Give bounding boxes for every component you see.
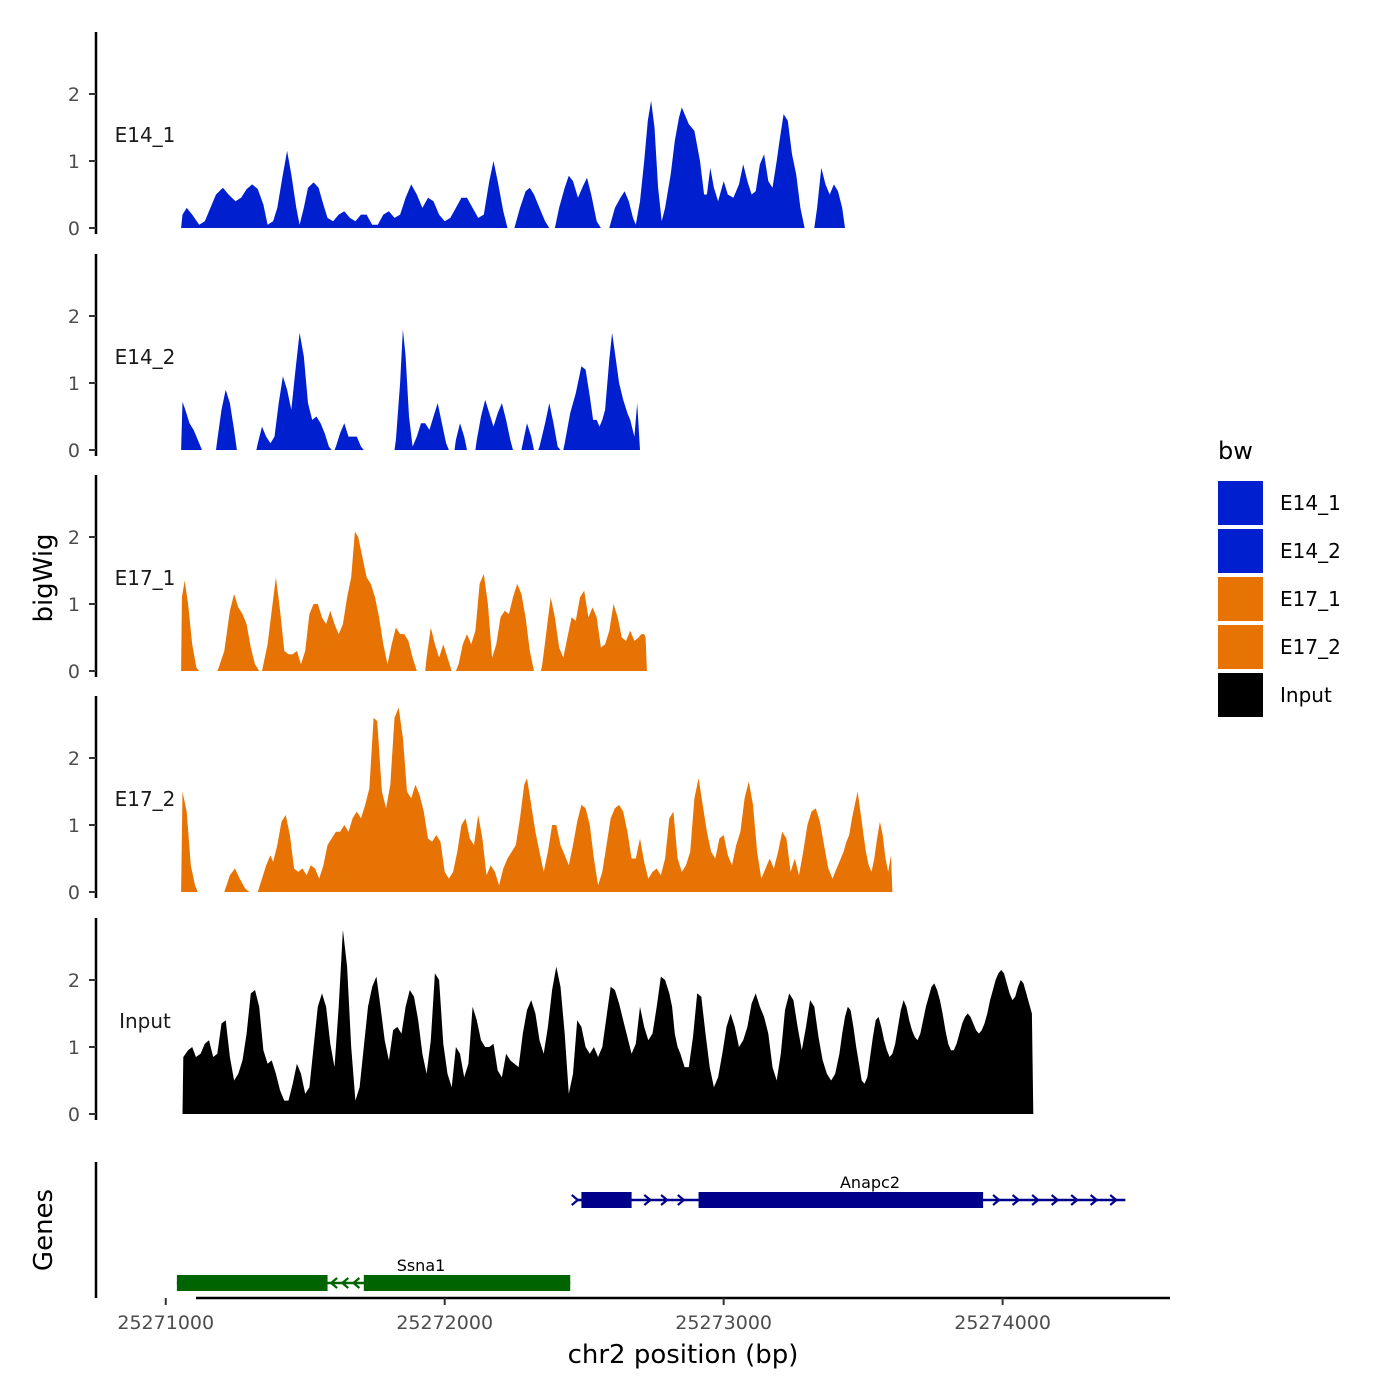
track-label: Input [119, 1009, 171, 1033]
track-E17_2: 0 1 2 E17_2 [68, 696, 893, 904]
bigwig-tracks: 0 1 2 E14_1 0 1 2 E14_2 0 1 2 E17_1 0 1 2 E17_2 0 1 2 Input [68, 32, 1034, 1126]
strand-arrow [1011, 1194, 1021, 1206]
coverage-area-E14_1 [181, 100, 846, 228]
y-tick-label: 1 [68, 815, 80, 837]
track-E14_2: 0 1 2 E14_2 [68, 254, 640, 462]
x-axis: 25271000 25272000 25273000 25274000 [117, 1296, 1170, 1334]
strand-arrow [1070, 1194, 1079, 1206]
legend-title: bw [1218, 437, 1253, 465]
coverage-area-E14_2 [181, 329, 640, 450]
legend-swatch-E14_2 [1218, 529, 1263, 573]
strand-arrow [1089, 1194, 1099, 1206]
gene-label: Anapc2 [840, 1173, 900, 1192]
gene-label: Ssna1 [397, 1256, 446, 1275]
y-tick-label: 2 [68, 527, 80, 549]
y-tick-label: 2 [68, 748, 80, 770]
y-tick-label: 1 [68, 373, 80, 395]
legend-swatch-Input [1218, 673, 1263, 717]
y-tick-label: 2 [68, 84, 80, 106]
y-tick-label: 0 [68, 1104, 80, 1126]
coverage-area-E17_2 [181, 707, 893, 892]
track-label: E14_1 [115, 123, 176, 147]
x-tick-label: 25274000 [954, 1312, 1051, 1334]
y-tick-label: 1 [68, 151, 80, 173]
strand-arrow [1031, 1194, 1040, 1206]
y-tick-label: 0 [68, 882, 80, 904]
x-tick-label: 25272000 [396, 1312, 493, 1334]
strand-arrow [340, 1277, 349, 1289]
strand-arrow [677, 1194, 686, 1206]
strand-arrow [660, 1194, 669, 1206]
legend-label-Input: Input [1280, 683, 1332, 707]
y-tick-label: 1 [68, 594, 80, 616]
track-E17_1: 0 1 2 E17_1 [68, 475, 647, 683]
gene-exon [363, 1275, 571, 1291]
strand-arrow [1050, 1194, 1060, 1206]
y-tick-label: 2 [68, 970, 80, 992]
x-tick-label: 25273000 [675, 1312, 772, 1334]
legend-label-E17_2: E17_2 [1280, 635, 1341, 659]
legend-swatch-E14_1 [1218, 481, 1263, 525]
gene-Anapc2: Anapc2 [571, 1173, 1126, 1208]
genes-axis-title: Genes [29, 1189, 59, 1271]
track-Input: 0 1 2 Input [68, 918, 1034, 1126]
gene-exon [698, 1192, 984, 1208]
legend-swatch-E17_1 [1218, 577, 1263, 621]
strand-arrow [571, 1194, 580, 1206]
coverage-area-Input [182, 929, 1034, 1114]
strand-arrow [1109, 1194, 1118, 1206]
y-tick-label: 2 [68, 306, 80, 328]
gene-Ssna1: Ssna1 [176, 1256, 571, 1291]
y-tick-label: 1 [68, 1037, 80, 1059]
legend-label-E14_2: E14_2 [1280, 539, 1341, 563]
x-tick-label: 25271000 [117, 1312, 214, 1334]
legend: bw E14_1 E14_2 E17_1 E17_2 Input [1218, 437, 1341, 717]
strand-arrow [992, 1194, 1001, 1206]
strand-arrow [329, 1277, 338, 1289]
y-tick-label: 0 [68, 440, 80, 462]
y-axis-title: bigWig [29, 533, 59, 622]
track-label: E14_2 [115, 345, 176, 369]
strand-arrow [643, 1194, 653, 1206]
gene-exon [581, 1192, 632, 1208]
legend-label-E17_1: E17_1 [1280, 587, 1341, 611]
x-axis-title: chr2 position (bp) [568, 1340, 799, 1370]
strand-arrow [351, 1277, 361, 1289]
legend-label-E14_1: E14_1 [1280, 491, 1341, 515]
y-tick-label: 0 [68, 661, 80, 683]
y-tick-label: 0 [68, 218, 80, 240]
legend-swatch-E17_2 [1218, 625, 1263, 669]
gene-exon [176, 1275, 328, 1291]
coverage-area-E17_1 [181, 531, 647, 671]
track-label: E17_1 [115, 566, 176, 590]
track-label: E17_2 [115, 787, 176, 811]
track-E14_1: 0 1 2 E14_1 [68, 32, 846, 240]
gene-track: Ssna1 Anapc2 [94, 1162, 1126, 1298]
